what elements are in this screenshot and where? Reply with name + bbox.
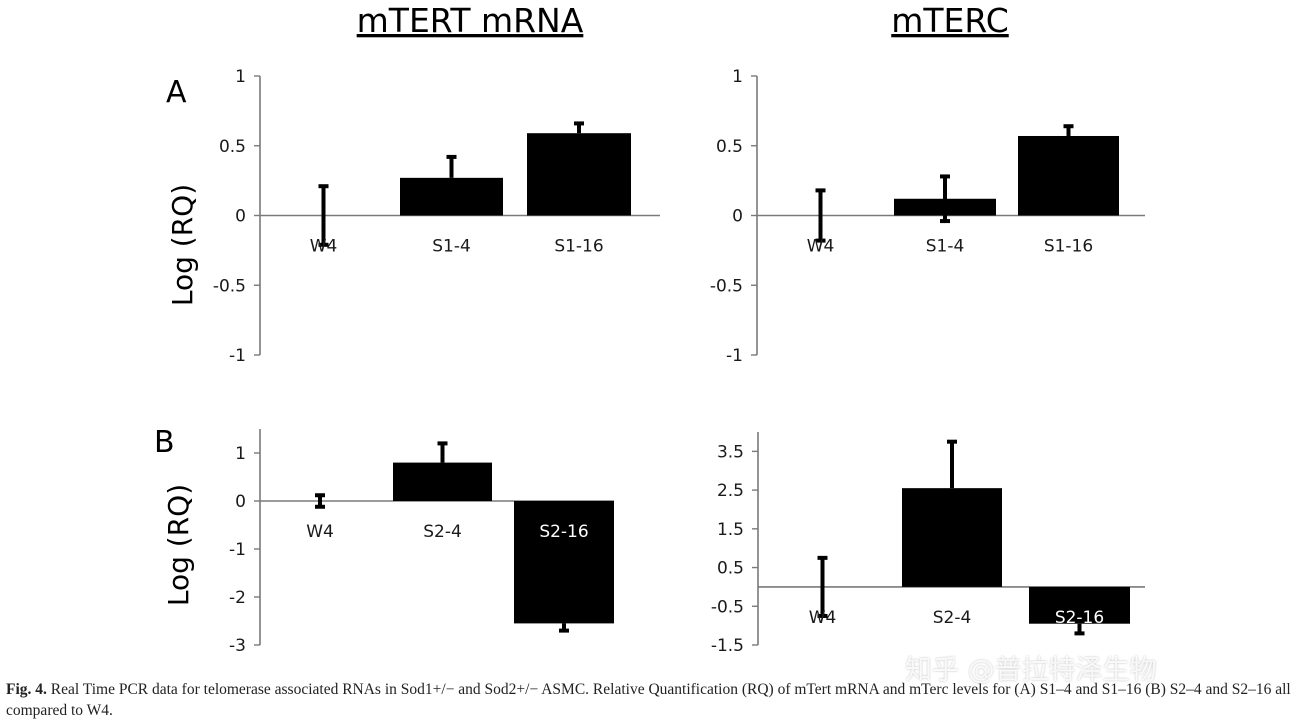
panel-letter-a: A xyxy=(166,75,187,110)
y-tick-label: 0 xyxy=(235,207,246,227)
bar-s2-16 xyxy=(1029,586,1130,624)
y-tick-label: 0.5 xyxy=(219,137,246,157)
y-tick-label: 2.5 xyxy=(717,481,744,501)
chart-b-mterc: 3.5 2.5 1.5 0.5 -0.5 -1.5 W4 S2-4 S2-16 xyxy=(711,432,1145,656)
y-tick-label: 1 xyxy=(235,67,246,87)
y-axis-label-b: Log (RQ) xyxy=(162,484,195,606)
y-tick-label: 1.5 xyxy=(717,520,744,540)
y-tick-label: 0 xyxy=(235,492,246,512)
category-label: W4 xyxy=(310,237,338,257)
panel-letter-b: B xyxy=(154,425,175,460)
category-label: S2-16 xyxy=(539,522,588,542)
bar-s1-16 xyxy=(527,133,631,216)
y-tick-label: 0 xyxy=(732,207,743,227)
watermark: 知乎 @普拉特泽生物 xyxy=(905,655,1157,686)
category-label: S2-16 xyxy=(1055,608,1104,628)
y-tick-label: -3 xyxy=(229,636,246,656)
y-tick-label: -1 xyxy=(229,540,246,560)
chart-a-mterc: 1 0.5 0 -0.5 -1 W4 S1-4 S1-16 xyxy=(710,67,1145,366)
category-label: S2-4 xyxy=(423,522,462,542)
category-label: W4 xyxy=(807,237,835,257)
bar-s2-4 xyxy=(393,462,492,501)
y-axis-label-a: Log (RQ) xyxy=(166,184,199,306)
y-tick-label: -1.5 xyxy=(711,636,744,656)
y-tick-label: 3.5 xyxy=(717,442,744,462)
chart-b-mtert: 1 0 -1 -2 -3 W4 S2-4 S2-16 xyxy=(229,429,614,656)
figure-caption: Fig. 4. Real Time PCR data for telomeras… xyxy=(6,679,1296,721)
y-tick-label: -2 xyxy=(229,588,246,608)
chart-a-mtert: 1 0.5 0 -0.5 -1 W4 S1-4 S1-16 xyxy=(213,67,660,366)
y-tick-label: -1 xyxy=(726,346,743,366)
category-label: S1-16 xyxy=(554,237,603,257)
bar-s1-16 xyxy=(1018,135,1119,216)
y-tick-label: 1 xyxy=(235,444,246,464)
category-label: S2-4 xyxy=(933,608,972,628)
bar-s2-4 xyxy=(902,488,1002,587)
column-title-mtert: mTERT mRNA xyxy=(357,1,584,40)
caption-text: Real Time PCR data for telomerase associ… xyxy=(6,681,1291,719)
category-label: W4 xyxy=(306,522,334,542)
y-tick-label: -1 xyxy=(229,346,246,366)
column-title-mterc: mTERC xyxy=(891,1,1008,40)
caption-lead: Fig. 4. xyxy=(6,681,47,698)
y-tick-label: 0.5 xyxy=(717,559,744,579)
category-label: S1-16 xyxy=(1044,237,1093,257)
bar-s1-4 xyxy=(400,177,503,216)
y-tick-label: -0.5 xyxy=(710,276,743,296)
y-tick-label: -0.5 xyxy=(213,276,246,296)
bar-s2-16 xyxy=(514,501,614,624)
category-label: S1-4 xyxy=(432,237,471,257)
category-label: S1-4 xyxy=(926,237,965,257)
category-label: W4 xyxy=(809,608,837,628)
y-tick-label: 0.5 xyxy=(716,137,743,157)
y-tick-label: -0.5 xyxy=(711,597,744,617)
y-tick-label: 1 xyxy=(732,67,743,87)
